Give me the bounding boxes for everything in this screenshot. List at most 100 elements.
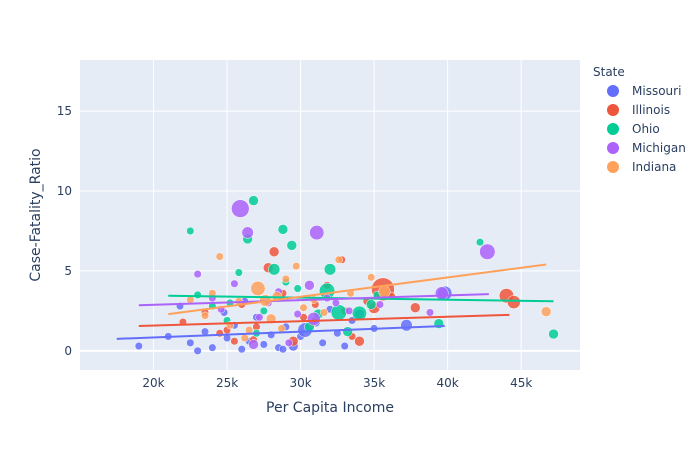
data-point-ohio[interactable] <box>330 304 347 321</box>
x-tick-label: 35k <box>363 376 385 390</box>
data-point-ohio[interactable] <box>342 326 353 337</box>
data-point-missouri[interactable] <box>318 338 327 347</box>
x-axis-ticks: 20k 25k 30k 35k 40k 45k <box>142 376 532 390</box>
x-tick-label: 30k <box>289 376 311 390</box>
legend-label: Indiana <box>632 160 676 174</box>
data-point-michigan[interactable] <box>434 286 449 301</box>
data-point-missouri[interactable] <box>208 343 217 352</box>
y-axis-ticks: 0 5 10 15 <box>57 104 72 358</box>
grid <box>80 60 580 370</box>
data-point-illinois[interactable] <box>410 302 421 313</box>
legend-marker <box>607 142 619 154</box>
plot-background <box>80 60 580 370</box>
data-point-ohio[interactable] <box>193 290 202 299</box>
data-point-michigan[interactable] <box>248 339 259 350</box>
data-point-illinois[interactable] <box>354 336 365 347</box>
x-tick-label: 40k <box>437 376 459 390</box>
data-point-ohio[interactable] <box>277 224 289 235</box>
data-point-indiana[interactable] <box>200 311 210 320</box>
data-point-indiana[interactable] <box>320 308 329 317</box>
y-tick-label: 0 <box>64 344 72 358</box>
data-point-ohio[interactable] <box>268 263 281 276</box>
data-point-illinois[interactable] <box>506 295 521 309</box>
data-point-missouri[interactable] <box>278 345 287 354</box>
legend-label: Missouri <box>632 84 681 98</box>
data-point-missouri[interactable] <box>193 346 202 355</box>
data-point-indiana[interactable] <box>299 303 308 312</box>
data-point-michigan[interactable] <box>345 306 354 315</box>
data-point-ohio[interactable] <box>259 306 268 315</box>
data-point-ohio[interactable] <box>548 328 559 340</box>
plot-area <box>116 195 559 355</box>
legend-marker <box>607 161 619 173</box>
legend-item-ohio[interactable]: Ohio <box>607 122 660 136</box>
y-tick-label: 15 <box>57 104 72 118</box>
data-point-indiana[interactable] <box>250 280 266 297</box>
data-point-indiana[interactable] <box>334 255 343 264</box>
data-point-missouri[interactable] <box>259 340 268 349</box>
trendline-michigan[interactable] <box>138 293 489 307</box>
legend-title: State <box>593 65 625 79</box>
data-point-ohio[interactable] <box>186 226 195 236</box>
legend-item-indiana[interactable]: Indiana <box>607 160 676 174</box>
data-point-ohio[interactable] <box>323 263 337 276</box>
data-point-indiana[interactable] <box>277 324 286 333</box>
data-point-illinois[interactable] <box>268 246 280 257</box>
legend-item-illinois[interactable]: Illinois <box>607 103 670 117</box>
x-tick-label: 20k <box>142 376 164 390</box>
trendline-illinois[interactable] <box>138 313 510 328</box>
data-point-missouri[interactable] <box>186 338 195 347</box>
x-tick-label: 45k <box>510 376 532 390</box>
data-point-missouri[interactable] <box>134 341 143 351</box>
legend-items: Missouri Illinois Ohio Michigan Indiana <box>607 84 686 174</box>
data-point-indiana[interactable] <box>215 252 224 261</box>
data-point-ohio[interactable] <box>248 195 259 206</box>
data-point-michigan[interactable] <box>375 300 385 309</box>
legend-item-missouri[interactable]: Missouri <box>607 84 681 98</box>
data-point-missouri[interactable] <box>237 345 246 354</box>
data-point-michigan[interactable] <box>331 298 340 307</box>
legend-label: Ohio <box>632 122 660 136</box>
data-point-indiana[interactable] <box>281 274 290 283</box>
data-point-indiana[interactable] <box>292 262 301 271</box>
legend-label: Illinois <box>632 103 670 117</box>
data-point-ohio[interactable] <box>475 238 485 247</box>
data-point-ohio[interactable] <box>365 299 377 310</box>
data-point-ohio[interactable] <box>293 284 302 293</box>
data-point-michigan[interactable] <box>309 225 325 241</box>
data-points <box>134 195 559 355</box>
data-point-michigan[interactable] <box>425 308 435 317</box>
legend-item-michigan[interactable]: Michigan <box>607 141 686 155</box>
trendline-missouri[interactable] <box>116 325 445 340</box>
data-point-michigan[interactable] <box>241 226 254 239</box>
data-point-indiana[interactable] <box>378 285 391 298</box>
data-point-michigan[interactable] <box>193 270 202 279</box>
data-point-indiana[interactable] <box>240 333 249 343</box>
data-point-michigan[interactable] <box>293 310 302 319</box>
data-point-ohio[interactable] <box>286 240 297 251</box>
data-point-michigan[interactable] <box>284 338 293 347</box>
trendlines <box>116 263 554 340</box>
legend-marker <box>607 123 619 135</box>
legend-label: Michigan <box>632 141 686 155</box>
legend: State Missouri Illinois Ohio Michigan Indian… <box>593 65 686 174</box>
data-point-illinois[interactable] <box>230 337 239 346</box>
data-point-indiana[interactable] <box>367 273 376 282</box>
x-axis-title: Per Capita Income <box>266 400 394 416</box>
data-point-ohio[interactable] <box>234 268 243 277</box>
data-point-missouri[interactable] <box>340 341 349 351</box>
legend-marker <box>607 104 619 116</box>
y-axis-title: Case-Fatality_Ratio <box>28 148 44 281</box>
data-point-michigan[interactable] <box>304 280 315 291</box>
data-point-michigan[interactable] <box>479 243 496 260</box>
data-point-michigan[interactable] <box>231 199 250 218</box>
trendline-indiana[interactable] <box>168 263 547 316</box>
data-point-michigan[interactable] <box>255 313 264 322</box>
data-point-indiana[interactable] <box>540 306 552 317</box>
legend-marker <box>607 85 619 97</box>
data-point-michigan[interactable] <box>306 312 321 326</box>
y-tick-label: 10 <box>57 184 72 198</box>
data-point-missouri[interactable] <box>400 319 413 332</box>
data-point-michigan[interactable] <box>230 279 239 288</box>
